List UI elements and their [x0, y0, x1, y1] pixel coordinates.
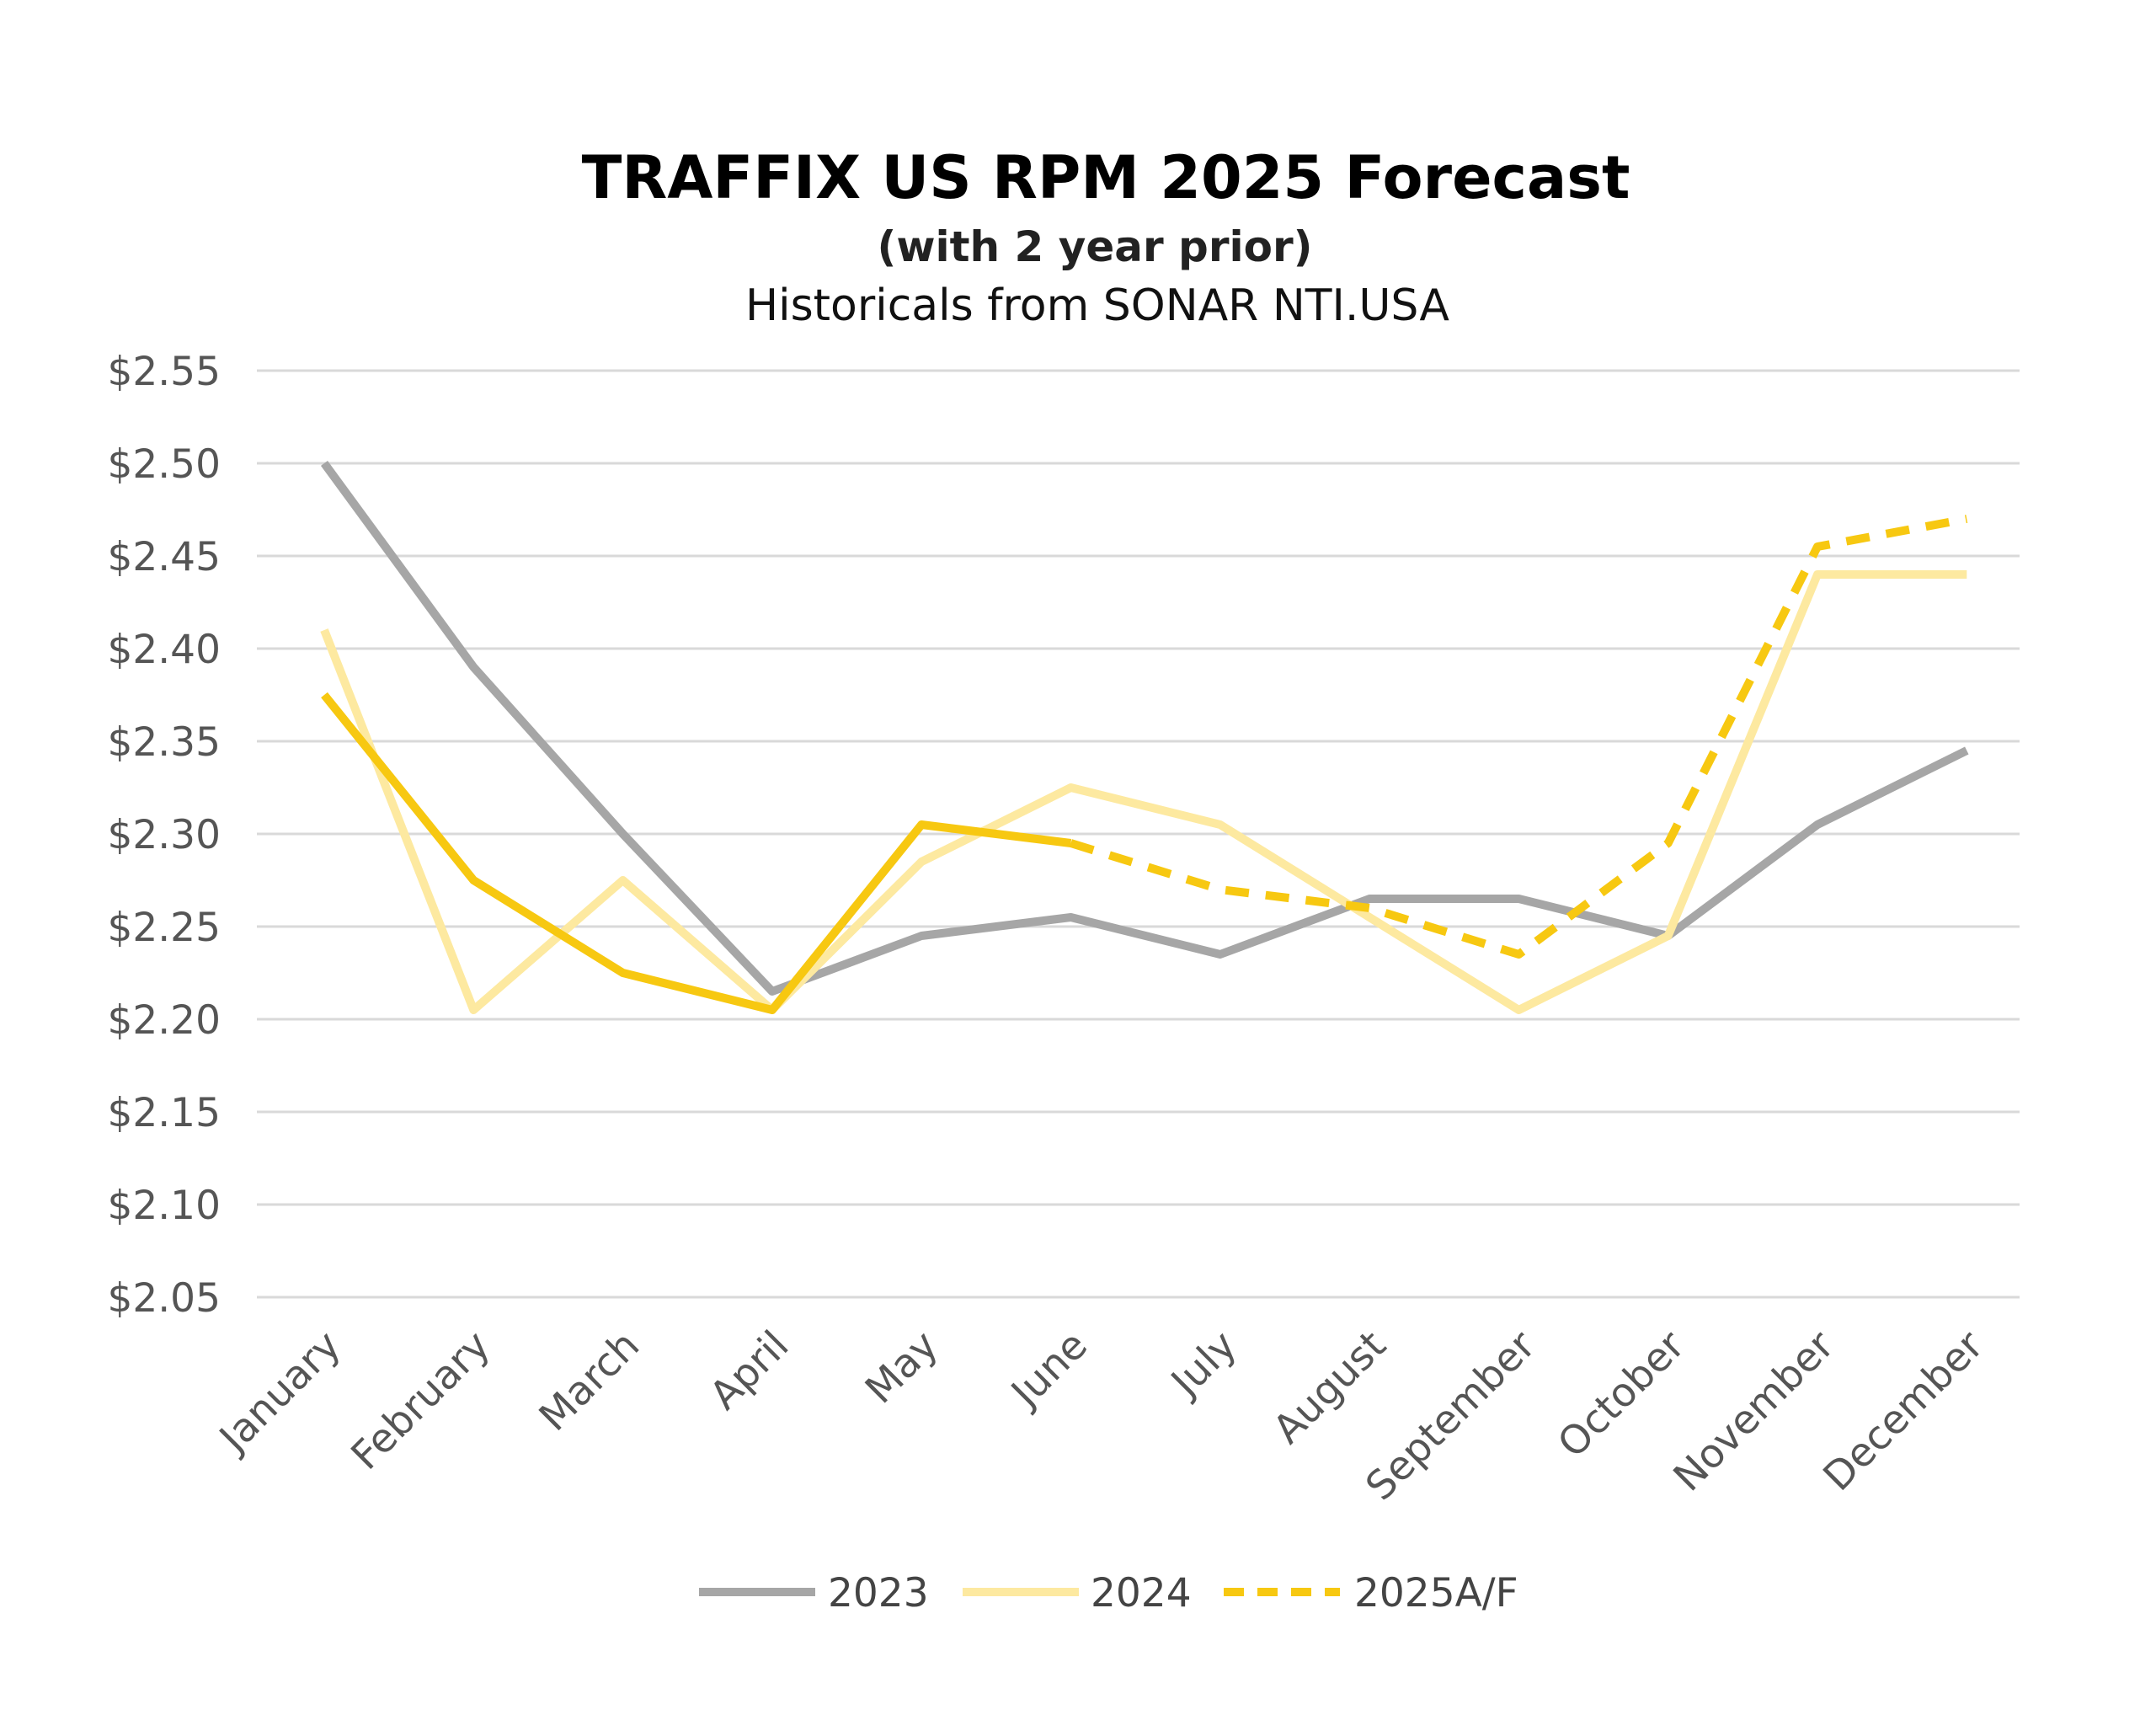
series-line-2023 [320, 461, 1969, 996]
y-axis-tick-labels: $2.05 $2.10 $2.15 $2.20 $2.25 $2.30 $2.35 $2.40… [107, 349, 221, 1322]
chart-source-note: Historicals from SONAR NTI.USA [745, 280, 1449, 331]
chart-title: TRAFFIX US RPM 2025 Forecast [582, 143, 1630, 212]
legend-label: 2024 [1091, 1570, 1192, 1616]
y-tick-label: $2.45 [107, 534, 221, 580]
series-line-2024 [320, 570, 1967, 1014]
y-tick-label: $2.25 [107, 905, 221, 951]
y-tick-label: $2.20 [107, 997, 221, 1044]
y-tick-label: $2.35 [107, 719, 221, 766]
legend: 2023 2024 2025A/F [699, 1570, 1518, 1616]
y-tick-label: $2.55 [107, 349, 221, 395]
series-line-2025-actual [321, 692, 1072, 1014]
y-tick-label: $2.15 [107, 1090, 221, 1136]
y-tick-label: $2.10 [107, 1183, 221, 1229]
chart-subtitle: (with 2 year prior) [877, 222, 1312, 271]
y-tick-label: $2.40 [107, 627, 221, 673]
y-tick-label: $2.05 [107, 1275, 221, 1322]
y-tick-label: $2.50 [107, 441, 221, 488]
series-line-2025-forecast [1070, 515, 1968, 959]
y-tick-label: $2.30 [107, 812, 221, 858]
series-lines [320, 461, 1969, 1014]
legend-label: 2023 [828, 1570, 929, 1616]
gridlines [257, 369, 2020, 1299]
legend-label: 2025A/F [1354, 1570, 1518, 1616]
